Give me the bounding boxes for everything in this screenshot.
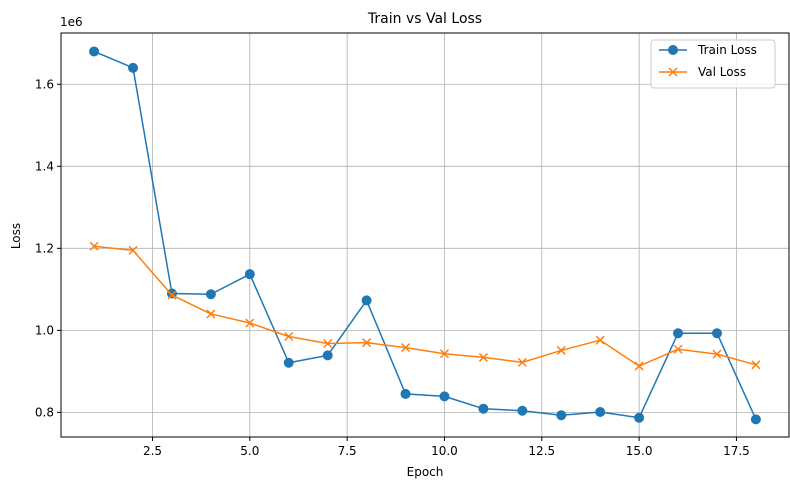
data-point-val-loss [167,290,177,300]
data-point-train-loss [517,405,528,416]
data-point-val-loss [439,349,449,359]
x-tick-label: 2.5 [143,444,162,458]
data-point-val-loss [284,331,294,342]
legend-marker-train-loss [668,45,678,55]
data-point-val-loss [556,345,566,355]
data-point-val-loss [323,338,333,349]
data-point-train-loss [711,328,722,339]
x-axis-label: Epoch [407,465,444,479]
x-axis-ticks: 2.5 5.0 7.5 10.0 12.5 15.0 17.5 [143,437,750,458]
data-point-val-loss [634,361,644,371]
data-point-val-loss [362,338,372,348]
x-tick-label: 5.0 [240,444,259,458]
legend-box [650,39,776,89]
plot-frame [60,32,790,438]
data-point-train-loss [361,295,372,306]
series-line-val-loss [94,245,757,367]
data-point-train-loss [205,289,216,300]
legend-label-val-loss: Val Loss [698,65,746,79]
y-tick-label: 1.2 [35,241,54,255]
legend: Train Loss Val Loss [650,39,776,89]
data-point-val-loss [401,343,411,353]
data-point-val-loss [751,360,761,370]
data-point-train-loss [634,412,645,423]
x-tick-label: 17.5 [723,444,750,458]
chart-title: Train vs Val Loss [367,11,482,27]
x-tick-label: 15.0 [626,444,653,458]
data-point-train-loss [750,414,761,425]
gridlines [61,33,789,437]
series-line-train-loss [93,50,757,420]
x-tick-label: 12.5 [528,444,555,458]
data-point-train-loss [673,328,684,339]
y-axis-label: Loss [9,223,23,249]
x-tick-label: 7.5 [338,444,357,458]
data-point-train-loss [556,410,567,421]
data-point-train-loss [128,62,139,73]
data-point-train-loss [322,350,333,361]
data-point-val-loss [128,245,138,255]
data-point-val-loss [478,352,488,362]
data-point-train-loss [244,269,255,280]
data-series [89,46,761,425]
y-axis-ticks: 0.8 1.0 1.2 1.4 1.6 [35,77,61,419]
legend-label-train-loss: Train Loss [697,43,757,57]
data-point-val-loss [595,335,605,345]
data-point-val-loss [673,344,683,354]
y-tick-label: 1.0 [35,323,54,337]
data-point-train-loss [400,388,411,399]
data-point-val-loss [206,309,216,319]
y-axis-offset-label: 1e6 [60,15,83,29]
y-tick-label: 1.6 [35,77,54,91]
data-point-val-loss [712,349,722,359]
data-point-train-loss [283,357,294,368]
y-tick-label: 1.4 [35,159,54,173]
data-point-val-loss [517,357,527,367]
legend-marker-val-loss [668,67,678,77]
data-point-train-loss [478,403,489,414]
data-point-train-loss [439,391,450,402]
x-tick-label: 10.0 [431,444,458,458]
data-point-train-loss [89,46,100,57]
data-point-val-loss [89,241,99,251]
data-point-train-loss [595,406,606,417]
data-point-val-loss [245,318,255,328]
y-tick-label: 0.8 [35,405,54,419]
